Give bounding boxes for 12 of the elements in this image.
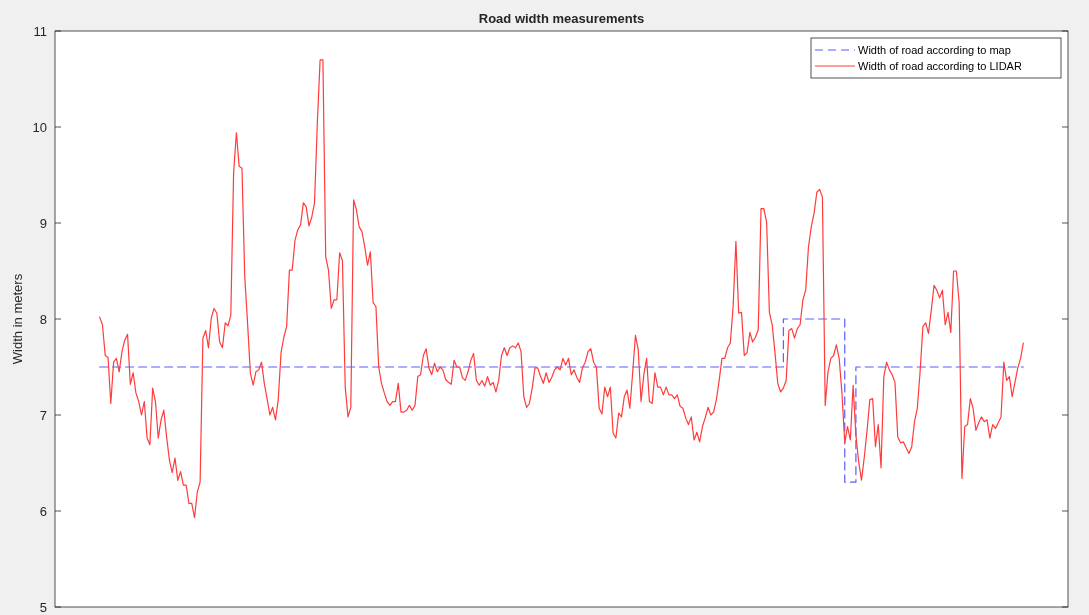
chart-title: Road width measurements: [478, 11, 645, 26]
y-tick-label: 5: [39, 599, 47, 615]
y-tick-label: 7: [39, 407, 47, 423]
y-tick-label: 10: [32, 119, 47, 135]
line-series: [99, 59, 1024, 519]
y-tick-label: 11: [33, 23, 47, 39]
legend-label: Width of road according to LIDAR: [858, 59, 1022, 72]
y-tick-label: 6: [39, 503, 47, 519]
legend-label: Width of road according to map: [858, 43, 1011, 56]
y-tick-label: 8: [39, 311, 47, 327]
y-axis-title: Width in meters: [10, 273, 25, 365]
y-tick-label: 9: [39, 215, 47, 231]
